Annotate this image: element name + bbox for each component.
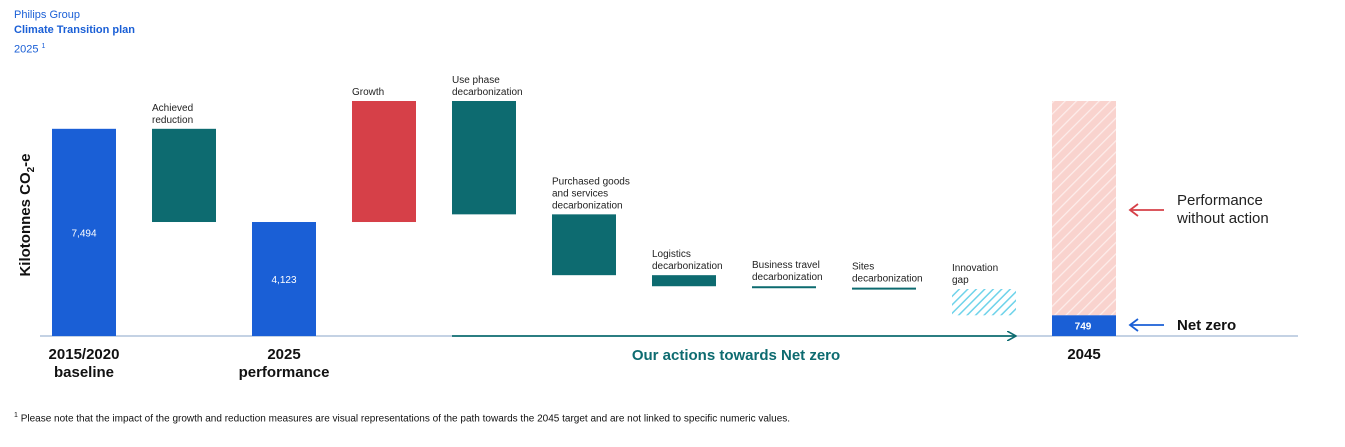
y-axis-title-sub: 2: [26, 166, 37, 172]
value-label-perf2025: 4,123: [271, 275, 296, 286]
value-label-baseline: 7,494: [71, 228, 96, 239]
category-performance: 2025 performance: [239, 346, 330, 381]
category-performance-line1: 2025: [267, 346, 300, 363]
step-label-purchased: Purchased goods and services decarbonizati…: [552, 176, 630, 211]
category-2045-line1: 2045: [1067, 346, 1100, 363]
bar-growth: [352, 101, 416, 223]
category-baseline-line2: baseline: [54, 364, 114, 381]
actions-label: Our actions towards Net zero: [632, 347, 840, 364]
waterfall-chart: Kilotonnes CO2-e Achieved reduction Growth…: [17, 75, 1298, 381]
footnote-text: Please note that the impact of the growt…: [20, 413, 791, 425]
step-label-sites-line2: decarbonization: [852, 274, 923, 285]
step-label-innovation-line2: gap: [952, 275, 969, 286]
value-labels-group: 7,494 4,123 749: [71, 228, 1091, 332]
step-label-travel: Business travel decarbonization: [752, 260, 823, 283]
step-label-travel-line1: Business travel: [752, 260, 820, 271]
step-label-achieved-line1: Achieved: [152, 103, 193, 114]
bar-perf2025: [252, 222, 316, 336]
step-label-purchased-line2: and services: [552, 188, 608, 199]
category-baseline: 2015/2020 baseline: [49, 346, 120, 381]
bar-baseline: [52, 128, 116, 336]
plan-title: Climate Transition plan: [14, 24, 136, 36]
step-label-achieved-line2: reduction: [152, 115, 193, 126]
performance-label: Performance without action: [1176, 192, 1269, 227]
bar-logistics: [652, 275, 716, 287]
report-year-text: 2025: [14, 43, 39, 56]
step-label-logistics: Logistics decarbonization: [652, 249, 723, 272]
bar-achieved: [152, 128, 216, 223]
step-label-purchased-line1: Purchased goods: [552, 176, 630, 187]
bar-travel: [752, 286, 816, 289]
step-label-sites-line1: Sites: [852, 262, 874, 273]
net-zero-label: Net zero: [1177, 317, 1236, 334]
category-2045: 2045: [1067, 346, 1100, 363]
step-label-innovation: Innovation gap: [952, 263, 998, 286]
step-label-logistics-line1: Logistics: [652, 249, 691, 260]
step-label-logistics-line2: decarbonization: [652, 261, 723, 272]
performance-label-line2: without action: [1176, 210, 1269, 227]
step-label-growth: Growth: [352, 87, 384, 98]
step-label-usephase-line1: Use phase: [452, 75, 500, 86]
step-label-travel-line2: decarbonization: [752, 272, 823, 283]
step-label-usephase: Use phase decarbonization: [452, 75, 523, 98]
step-label-innovation-line1: Innovation: [952, 263, 998, 274]
report-year: 2025 1: [14, 40, 45, 57]
bar-usephase: [452, 101, 516, 215]
y-axis-title: Kilotonnes CO2-e: [17, 153, 37, 276]
bar-without-action: [1052, 101, 1116, 316]
step-label-growth-line1: Growth: [352, 87, 384, 98]
net-zero-arrow: [1128, 318, 1164, 332]
footnote: 1 Please note that the impact of the gro…: [14, 412, 790, 424]
performance-label-line1: Performance: [1177, 192, 1263, 209]
bars-group: [52, 101, 1116, 336]
y-axis-title-main: Kilotonnes CO: [17, 172, 34, 276]
step-label-purchased-line3: decarbonization: [552, 200, 623, 211]
footnote-marker: 1: [14, 412, 18, 419]
category-performance-line2: performance: [239, 364, 330, 381]
step-label-usephase-line2: decarbonization: [452, 87, 523, 98]
footnote-ref: 1: [41, 43, 46, 50]
company-name: Philips Group: [14, 9, 81, 21]
bar-sites: [852, 287, 916, 290]
bar-netzero2045: [1052, 315, 1116, 336]
bar-purchased: [552, 214, 616, 276]
step-label-achieved: Achieved reduction: [152, 103, 193, 126]
performance-arrow: [1128, 203, 1164, 217]
y-axis-title-tail: -e: [17, 153, 34, 166]
category-baseline-line1: 2015/2020: [49, 346, 120, 363]
step-label-sites: Sites decarbonization: [852, 262, 923, 285]
bar-innovation: [952, 289, 1016, 316]
value-label-netzero2045: 749: [1075, 322, 1092, 333]
